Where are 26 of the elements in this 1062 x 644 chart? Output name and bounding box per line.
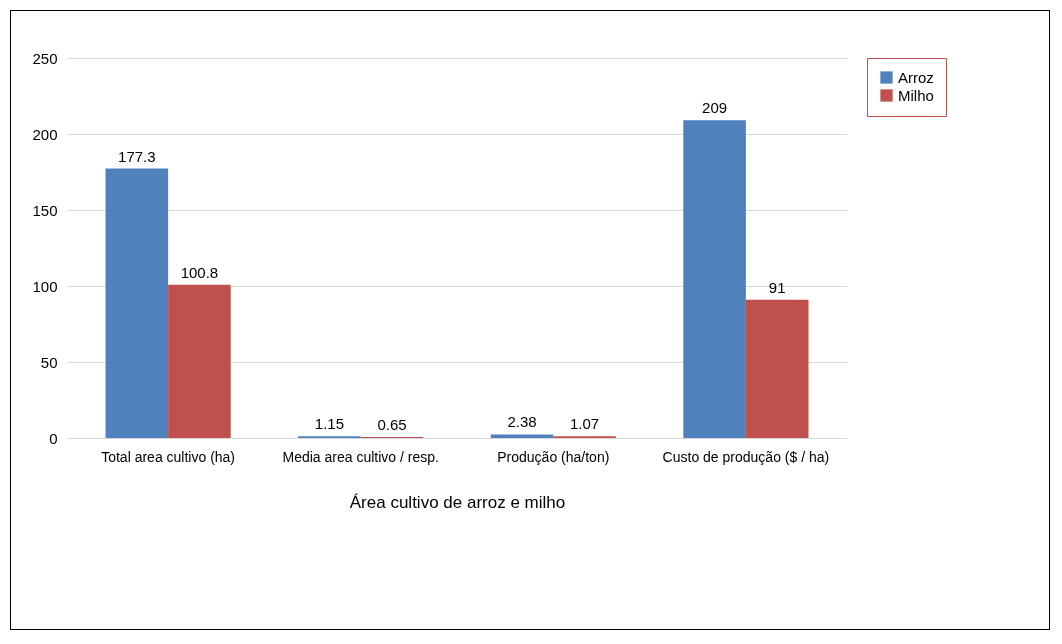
bar — [683, 120, 746, 438]
x-axis-title: Área cultivo de arroz e milho — [349, 492, 566, 512]
legend-label: Arroz — [898, 68, 934, 86]
x-tick-label: Total area cultivo (ha) — [101, 448, 236, 465]
y-tick-label: 250 — [32, 49, 58, 67]
data-label: 0.65 — [377, 416, 407, 434]
data-label: 177.3 — [118, 147, 156, 165]
y-tick-label: 100 — [32, 277, 58, 295]
bar — [745, 299, 809, 438]
data-label: 2.38 — [507, 413, 537, 431]
x-tick-label: Media area cultivo / resp. — [282, 448, 439, 465]
data-label: 100.8 — [180, 263, 219, 281]
x-tick-label: Produção (ha/ton) — [497, 448, 610, 465]
data-label: 1.07 — [569, 415, 600, 433]
y-tick-label: 0 — [49, 429, 58, 447]
bar — [168, 284, 231, 438]
data-label: 209 — [702, 99, 728, 117]
y-tick-label: 150 — [32, 201, 58, 219]
x-tick-label: Custo de produção ($ / ha) — [662, 448, 830, 465]
bar — [490, 434, 554, 438]
y-tick-label: 50 — [40, 353, 58, 371]
data-label: 1.15 — [314, 415, 345, 433]
data-label: 91 — [768, 278, 786, 296]
bar — [105, 168, 169, 438]
y-tick-label: 200 — [32, 125, 58, 143]
legend-label: Milho — [898, 86, 934, 104]
